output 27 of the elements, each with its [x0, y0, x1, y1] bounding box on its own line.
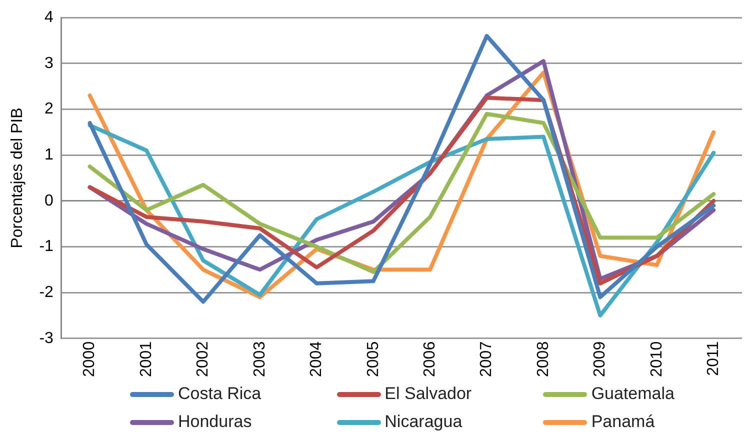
y-tick-label: 0	[44, 192, 54, 210]
x-tick-label: 2000	[81, 341, 98, 377]
x-tick-label: 2002	[194, 341, 212, 377]
x-tick-label: 2003	[251, 341, 268, 377]
y-tick-label: -2	[39, 284, 54, 301]
x-tick-label: 2009	[592, 341, 609, 377]
legend-label: Honduras	[178, 412, 252, 432]
legend-label: El Salvador	[384, 384, 472, 404]
y-tick-label: 1	[44, 146, 54, 164]
y-axis-title: Porcentajes del PIB	[9, 108, 26, 248]
y-tick-label: 2	[44, 100, 54, 118]
x-tick-label: 2007	[478, 341, 496, 377]
y-tick-label: 3	[44, 54, 54, 72]
legend-label: Panamá	[591, 412, 655, 432]
y-tick-label: 4	[44, 9, 54, 26]
x-tick-label: 2004	[308, 341, 326, 377]
x-tick-label: 2010	[648, 341, 666, 377]
x-tick-label: 2008	[534, 341, 552, 377]
x-tick-label: 2001	[138, 341, 155, 377]
y-tick-label: -1	[39, 238, 54, 256]
legend-label: Guatemala	[591, 384, 674, 404]
x-tick-label: 2006	[421, 341, 438, 377]
x-tick-label: 2005	[364, 341, 382, 377]
legend-label: Costa Rica	[178, 384, 262, 404]
legend-label: Nicaragua	[384, 412, 462, 432]
x-tick-label: 2011	[705, 341, 722, 376]
y-tick-label: -3	[39, 330, 54, 347]
